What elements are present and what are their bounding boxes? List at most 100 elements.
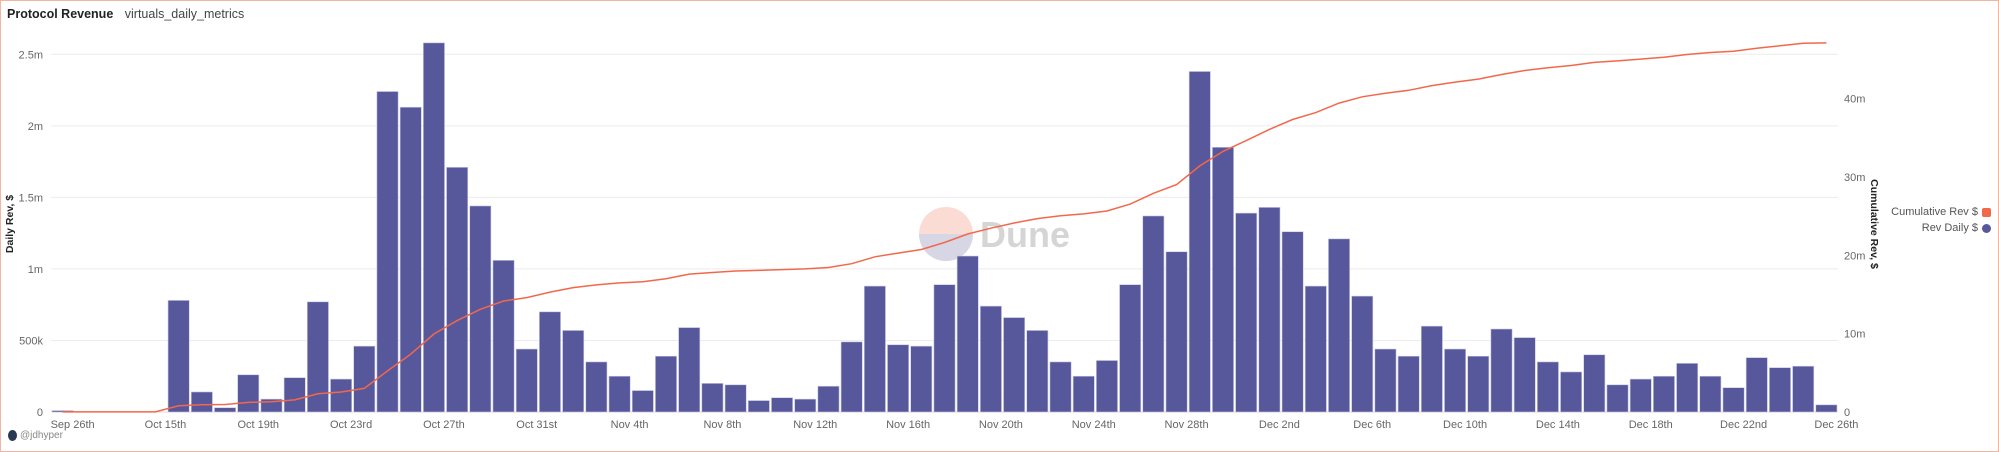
bar[interactable] [1629, 378, 1652, 413]
bar[interactable] [353, 345, 376, 413]
bar[interactable] [678, 327, 701, 413]
y2-tick-label: 30m [1844, 172, 1865, 184]
bar[interactable] [1745, 357, 1768, 413]
bar[interactable] [1583, 354, 1606, 413]
legend-label: Rev Daily $ [1921, 222, 1978, 234]
bar[interactable] [1444, 348, 1466, 413]
bar[interactable] [1420, 325, 1443, 413]
x-tick-label: Nov 4th [611, 419, 649, 431]
bar[interactable] [747, 400, 770, 413]
y2-tick-label: 0 [1844, 407, 1850, 419]
bar[interactable] [1328, 238, 1350, 413]
bar[interactable] [1188, 71, 1211, 413]
bar[interactable] [237, 374, 260, 413]
bar[interactable] [167, 300, 190, 413]
x-tick-label: Nov 8th [703, 419, 741, 431]
bar[interactable] [1096, 360, 1118, 413]
y-tick-label: 500k [19, 335, 43, 347]
bar[interactable] [1049, 361, 1072, 413]
bar[interactable] [190, 391, 213, 413]
bar[interactable] [585, 361, 608, 413]
legend-item-daily[interactable]: Rev Daily $ [1922, 222, 1991, 234]
y-tick-label: 1.5m [19, 192, 43, 204]
bar[interactable] [608, 375, 631, 413]
bar[interactable] [1281, 231, 1304, 413]
bar[interactable] [1165, 251, 1188, 413]
bar[interactable] [399, 106, 422, 413]
bar[interactable] [1258, 207, 1281, 413]
x-tick-label: Nov 28th [1165, 419, 1209, 431]
bar[interactable] [1374, 348, 1397, 413]
x-tick-label: Dec 14th [1536, 419, 1580, 431]
bar[interactable] [330, 378, 353, 413]
bar[interactable] [933, 284, 956, 413]
bar[interactable] [446, 167, 469, 413]
watermark-text: Dune [980, 214, 1070, 255]
bar[interactable] [214, 407, 236, 413]
bar[interactable] [817, 385, 840, 413]
bar[interactable] [515, 348, 538, 413]
y2-tick-label: 10m [1844, 329, 1865, 341]
bar[interactable] [910, 345, 933, 413]
bar[interactable] [1467, 355, 1490, 413]
bar[interactable] [1490, 328, 1513, 413]
legend-item-cumulative[interactable]: Cumulative Rev $ [1891, 206, 1991, 218]
avatar-icon [8, 430, 17, 441]
x-tick-label: Oct 23rd [330, 419, 372, 431]
x-tick-label: Dec 26th [1814, 419, 1858, 431]
bar[interactable] [1003, 317, 1026, 413]
bar[interactable] [1536, 361, 1559, 413]
bar[interactable] [306, 301, 329, 413]
query-name[interactable]: virtuals_daily_metrics [124, 7, 245, 21]
bar[interactable] [631, 390, 654, 413]
bar[interactable] [724, 384, 747, 413]
dune-watermark: Dune [919, 207, 1070, 261]
bar[interactable] [1699, 375, 1722, 413]
bar[interactable] [1026, 330, 1049, 413]
bar[interactable] [1792, 365, 1815, 413]
bar[interactable] [794, 398, 817, 413]
bar[interactable] [1513, 337, 1536, 413]
bar[interactable] [492, 260, 515, 413]
bar[interactable] [655, 355, 677, 413]
bar[interactable] [771, 397, 793, 413]
bar[interactable] [283, 377, 306, 413]
x-tick-label: Oct 27th [423, 419, 465, 431]
bar[interactable] [863, 285, 886, 413]
bar[interactable] [1304, 285, 1327, 413]
y-axis-left: 0 500k 1m 1.5m 2m 2.5m [19, 49, 44, 419]
bar[interactable] [1606, 384, 1629, 413]
x-tick-label: Dec 18th [1629, 419, 1673, 431]
bar[interactable] [980, 305, 1002, 413]
watermark-logo-bottom [919, 234, 973, 261]
x-tick-label: Oct 15th [145, 419, 187, 431]
bar[interactable] [376, 91, 399, 413]
bar[interactable] [1397, 355, 1420, 413]
bar[interactable] [1235, 212, 1258, 413]
bar[interactable] [1676, 363, 1699, 413]
bar[interactable] [1212, 147, 1234, 413]
bar[interactable] [1769, 367, 1791, 413]
bar[interactable] [1815, 404, 1838, 413]
bar[interactable] [887, 344, 909, 413]
bar[interactable] [1722, 387, 1745, 413]
legend-swatch-purple [1982, 223, 1991, 233]
y-tick-label: 2.5m [19, 49, 43, 61]
y2-axis-title: Cumulative Rev, $ [1868, 179, 1880, 269]
bar[interactable] [956, 255, 979, 413]
bar[interactable] [1653, 375, 1675, 413]
bar[interactable] [1560, 371, 1583, 413]
bar-series [51, 42, 1838, 413]
bar[interactable] [1142, 215, 1165, 413]
bar[interactable] [562, 330, 585, 413]
bar[interactable] [840, 341, 863, 413]
bar[interactable] [1072, 375, 1095, 413]
x-tick-label: Nov 24th [1072, 419, 1116, 431]
author-credit[interactable]: @jdhyper [8, 430, 63, 441]
bar[interactable] [423, 42, 445, 413]
x-tick-label: Dec 22nd [1720, 419, 1767, 431]
bar[interactable] [701, 383, 724, 413]
bar[interactable] [1351, 295, 1374, 413]
bar[interactable] [539, 311, 561, 413]
bar[interactable] [1119, 284, 1142, 413]
